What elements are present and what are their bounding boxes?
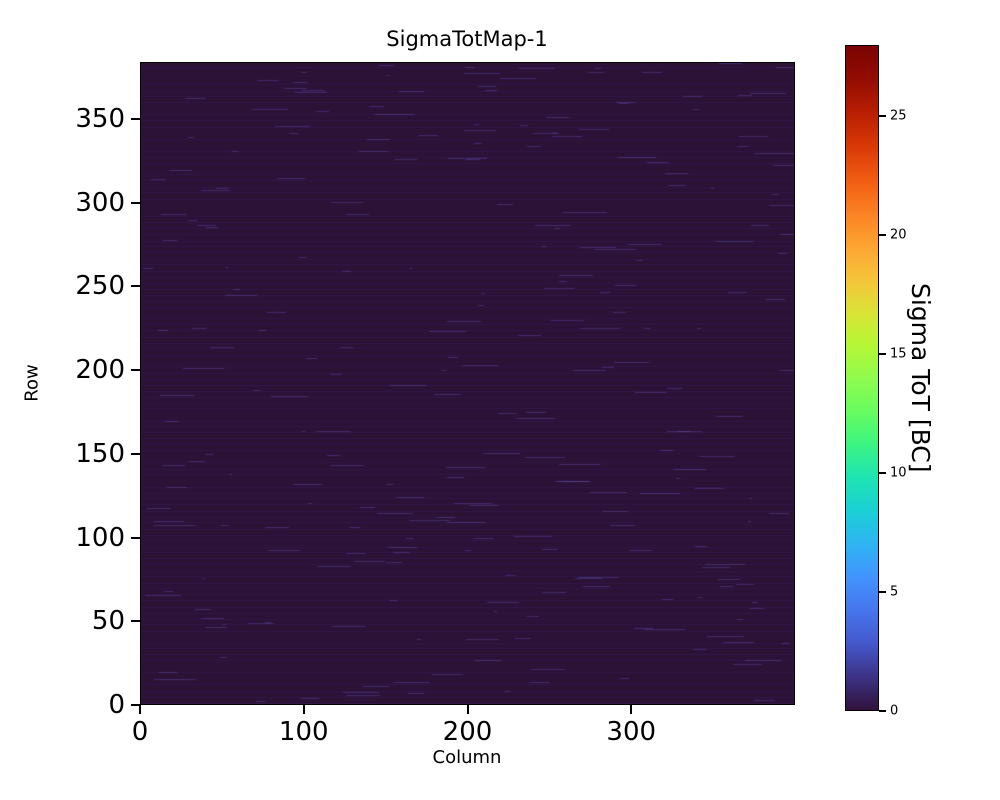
y-tick-mark <box>131 704 140 706</box>
y-tick-label: 150 <box>75 438 125 469</box>
colorbar-tick-mark <box>879 591 886 594</box>
colorbar-tick-mark <box>879 710 886 712</box>
x-axis-label: Column <box>432 747 502 768</box>
y-tick-label: 350 <box>75 103 125 134</box>
x-tick-mark <box>630 705 633 714</box>
colorbar-tick-label: 20 <box>890 227 907 243</box>
y-tick-mark <box>131 536 140 539</box>
y-tick-mark <box>131 117 140 120</box>
colorbar-tick-label: 25 <box>890 108 907 124</box>
colorbar-tick-mark <box>879 234 886 237</box>
heatmap-plot <box>140 62 795 705</box>
y-tick-mark <box>131 369 140 372</box>
colorbar-tick-label: 5 <box>890 584 899 600</box>
y-tick-mark <box>131 201 140 204</box>
x-tick-label: 0 <box>131 717 149 747</box>
colorbar-tick-mark <box>879 115 886 118</box>
colorbar-tick-label: 10 <box>890 465 907 481</box>
y-axis-label: Row <box>21 364 43 402</box>
colorbar <box>845 45 879 711</box>
colorbar-tick-mark <box>879 353 886 356</box>
heatmap-canvas <box>141 63 794 704</box>
y-tick-label: 250 <box>75 271 125 302</box>
y-tick-mark <box>131 285 140 288</box>
y-tick-mark <box>131 452 140 455</box>
y-tick-label: 200 <box>75 355 125 386</box>
y-tick-label: 0 <box>108 690 125 720</box>
y-tick-label: 50 <box>91 606 125 637</box>
chart-title: SigmaTotMap-1 <box>386 27 548 51</box>
x-tick-label: 100 <box>278 717 329 747</box>
colorbar-label: Sigma ToT [BC] <box>906 283 935 473</box>
colorbar-tick-label: 15 <box>890 346 907 362</box>
y-tick-label: 300 <box>75 187 125 218</box>
x-tick-label: 300 <box>606 717 657 747</box>
colorbar-tick-mark <box>879 472 886 475</box>
y-tick-mark <box>131 620 140 623</box>
x-tick-mark <box>466 705 469 714</box>
x-tick-label: 200 <box>442 717 493 747</box>
x-tick-mark <box>302 705 305 714</box>
x-tick-mark <box>139 705 141 714</box>
y-tick-label: 100 <box>75 522 125 553</box>
colorbar-tick-label: 0 <box>890 703 899 719</box>
